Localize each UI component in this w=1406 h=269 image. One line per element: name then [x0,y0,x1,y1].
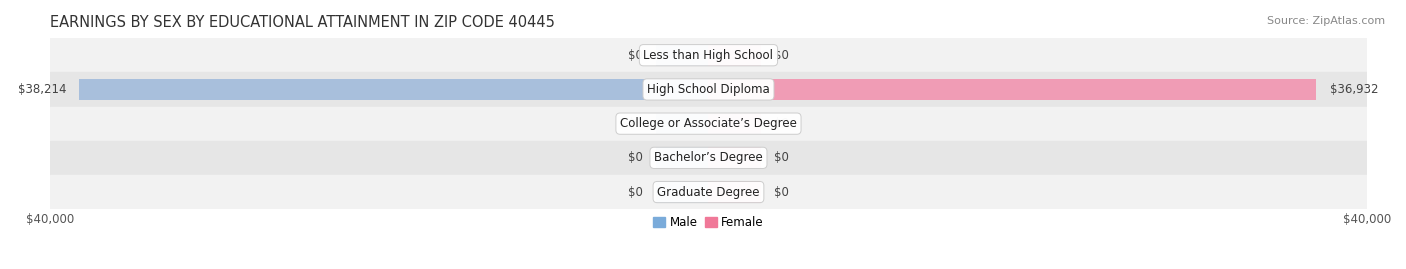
Bar [655,113,709,134]
Bar [51,141,1367,175]
Bar [51,175,1367,209]
Text: $0: $0 [775,151,789,164]
Text: $36,932: $36,932 [1330,83,1378,96]
Text: $0: $0 [627,186,643,199]
Bar [655,147,709,168]
Legend: Male, Female: Male, Female [648,212,769,234]
Text: Source: ZipAtlas.com: Source: ZipAtlas.com [1267,16,1385,26]
Text: High School Diploma: High School Diploma [647,83,770,96]
Text: $0: $0 [627,117,643,130]
Bar [709,79,1316,100]
Text: $38,214: $38,214 [18,83,66,96]
Text: Graduate Degree: Graduate Degree [657,186,759,199]
Bar [709,147,761,168]
Bar [709,45,761,66]
Bar [709,182,761,203]
Text: $0: $0 [627,49,643,62]
Bar [709,113,761,134]
Text: $0: $0 [775,186,789,199]
Text: College or Associate’s Degree: College or Associate’s Degree [620,117,797,130]
Text: $0: $0 [627,151,643,164]
Bar [655,182,709,203]
Bar [51,72,1367,107]
Text: Less than High School: Less than High School [644,49,773,62]
Bar [51,38,1367,72]
Bar [51,107,1367,141]
Bar [80,79,709,100]
Text: $0: $0 [775,117,789,130]
Text: $0: $0 [775,49,789,62]
Bar [655,45,709,66]
Text: EARNINGS BY SEX BY EDUCATIONAL ATTAINMENT IN ZIP CODE 40445: EARNINGS BY SEX BY EDUCATIONAL ATTAINMEN… [51,15,555,30]
Text: Bachelor’s Degree: Bachelor’s Degree [654,151,763,164]
